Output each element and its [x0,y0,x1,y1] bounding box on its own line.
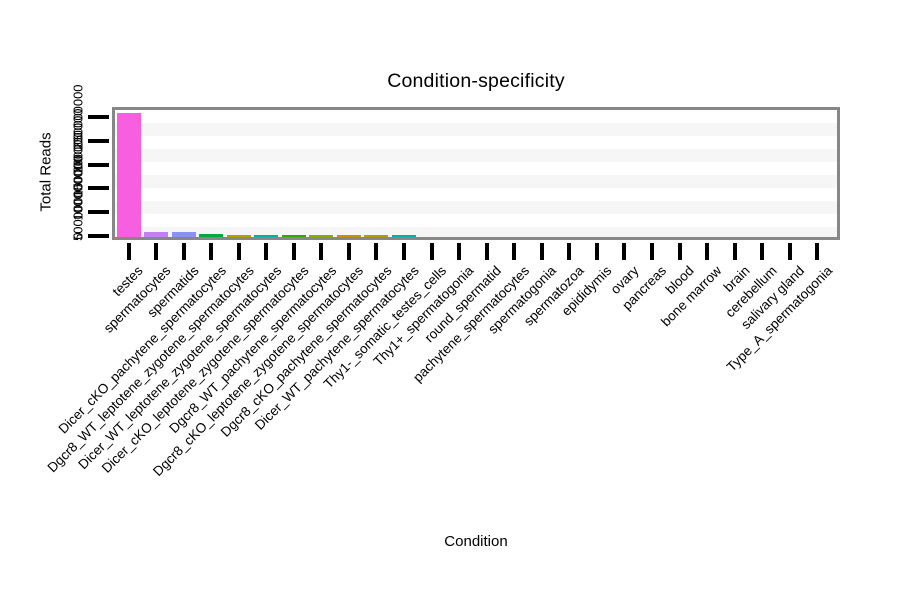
x-tick [181,243,186,260]
y-tick [88,162,109,167]
bar-Dicer_WT_pachytene_spermatocytes [392,235,416,237]
x-tick [402,243,406,260]
x-tick [732,243,737,260]
chart-title: Condition-specificity [387,70,565,92]
bar-Dicer_cKO_pachytene_spermatocytes [199,234,224,237]
x-tick [815,243,820,260]
x-tick [429,243,434,260]
bar-Dicer_cKO_leptotene_zygotene_spermatocytes [281,235,306,237]
x-tick [539,243,544,260]
x-tick [291,243,296,260]
y-tick [88,115,109,119]
x-tick [319,243,324,260]
x-tick [649,243,654,260]
x-tick [346,243,351,260]
y-tick-label: 250000000 [70,84,86,150]
x-tick [787,243,792,260]
y-tick [88,210,109,215]
x-tick [512,243,517,260]
x-tick [484,243,489,260]
plot-panel [112,107,840,240]
bar-testes [116,113,141,237]
bar-Dgcr8_WT_leptotene_zygotene_spermatocytes [226,235,251,237]
y-axis-title: Total Reads [37,132,55,212]
x-tick [594,243,599,260]
x-tick [457,243,462,260]
x-tick [677,243,682,260]
bar-Dicer_WT_leptotene_zygotene_spermatocytes [254,235,279,237]
x-tick [567,243,572,260]
x-tick [705,243,710,260]
bar-spermatids [171,232,196,237]
bar-Dgcr8_WT_pachytene_spermatocytes [309,235,334,237]
x-tick [126,243,131,260]
bar-Dgcr8_cKO_leptotene_zygotene_spermatocytes [336,235,361,237]
x-tick [236,243,241,260]
y-tick [88,186,109,191]
bar-Dgcr8_cKO_pachytene_spermatocytes [364,235,389,237]
x-tick [622,243,627,260]
bar-spermatocytes [144,231,169,237]
x-tick [760,243,765,260]
y-tick [88,234,109,238]
x-tick [264,243,269,260]
x-tick [209,243,214,260]
x-axis-title: Condition [444,533,508,550]
x-tick [154,243,159,260]
y-tick [88,138,109,143]
x-tick [374,243,379,260]
